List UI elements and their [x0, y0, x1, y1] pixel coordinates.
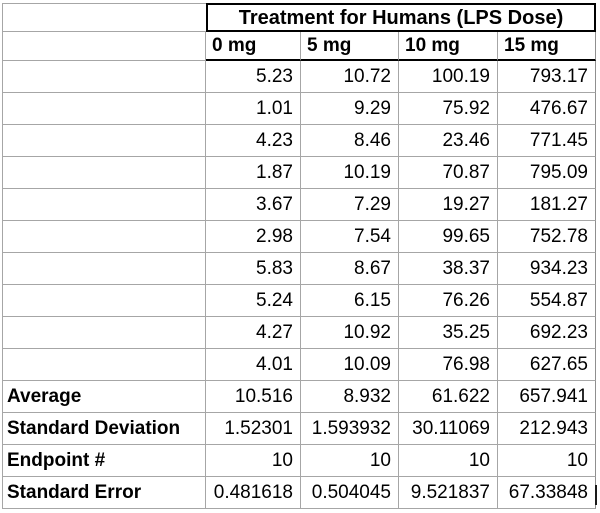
- empty-cell[interactable]: [3, 125, 206, 157]
- summary-cell[interactable]: 1.593932: [301, 413, 399, 445]
- data-cell[interactable]: 76.98: [399, 349, 498, 381]
- data-cell[interactable]: 4.27: [206, 317, 301, 349]
- empty-cell[interactable]: [3, 349, 206, 381]
- data-cell[interactable]: 8.67: [301, 253, 399, 285]
- data-cell[interactable]: 35.25: [399, 317, 498, 349]
- data-cell[interactable]: 10.09: [301, 349, 399, 381]
- dose-header-15mg[interactable]: 15 mg: [498, 32, 596, 61]
- empty-cell[interactable]: [3, 61, 206, 93]
- data-cell[interactable]: 9.29: [301, 93, 399, 125]
- data-cell[interactable]: 692.23: [498, 317, 596, 349]
- summary-cell[interactable]: 9.521837: [399, 477, 498, 509]
- empty-cell[interactable]: [3, 3, 206, 32]
- empty-cell[interactable]: [3, 157, 206, 189]
- empty-cell[interactable]: [3, 221, 206, 253]
- summary-cell[interactable]: 67.33848: [498, 477, 596, 509]
- data-cell[interactable]: 934.23: [498, 253, 596, 285]
- dose-header-5mg[interactable]: 5 mg: [301, 32, 399, 61]
- summary-cell[interactable]: 10: [206, 445, 301, 477]
- summary-cell[interactable]: 30.11069: [399, 413, 498, 445]
- data-cell[interactable]: 7.54: [301, 221, 399, 253]
- data-cell[interactable]: 6.15: [301, 285, 399, 317]
- table-title-cell[interactable]: Treatment for Humans (LPS Dose): [206, 3, 596, 32]
- data-cell[interactable]: 1.01: [206, 93, 301, 125]
- data-cell[interactable]: 23.46: [399, 125, 498, 157]
- empty-cell[interactable]: [3, 32, 206, 61]
- data-cell[interactable]: 2.98: [206, 221, 301, 253]
- data-cell[interactable]: 1.87: [206, 157, 301, 189]
- data-cell[interactable]: 181.27: [498, 189, 596, 221]
- summary-cell[interactable]: 10: [301, 445, 399, 477]
- data-cell[interactable]: 771.45: [498, 125, 596, 157]
- data-cell[interactable]: 19.27: [399, 189, 498, 221]
- summary-cell[interactable]: 0.504045: [301, 477, 399, 509]
- empty-cell[interactable]: [3, 253, 206, 285]
- data-cell[interactable]: 793.17: [498, 61, 596, 93]
- dose-table: Treatment for Humans (LPS Dose) 0 mg 5 m…: [2, 3, 597, 509]
- data-cell[interactable]: 627.65: [498, 349, 596, 381]
- dose-header-10mg[interactable]: 10 mg: [399, 32, 498, 61]
- row-label-standard-error[interactable]: Standard Error: [3, 477, 206, 509]
- summary-cell[interactable]: 8.932: [301, 381, 399, 413]
- data-cell[interactable]: 4.23: [206, 125, 301, 157]
- data-cell[interactable]: 99.65: [399, 221, 498, 253]
- data-cell[interactable]: 38.37: [399, 253, 498, 285]
- data-cell[interactable]: 100.19: [399, 61, 498, 93]
- cursor-artifact: [595, 485, 597, 505]
- data-cell[interactable]: 10.92: [301, 317, 399, 349]
- data-cell[interactable]: 752.78: [498, 221, 596, 253]
- row-label-average[interactable]: Average: [3, 381, 206, 413]
- data-cell[interactable]: 554.87: [498, 285, 596, 317]
- data-cell[interactable]: 5.24: [206, 285, 301, 317]
- data-cell[interactable]: 476.67: [498, 93, 596, 125]
- summary-cell[interactable]: 61.622: [399, 381, 498, 413]
- data-cell[interactable]: 5.83: [206, 253, 301, 285]
- data-cell[interactable]: 3.67: [206, 189, 301, 221]
- summary-cell[interactable]: 0.481618: [206, 477, 301, 509]
- row-label-standard-deviation[interactable]: Standard Deviation: [3, 413, 206, 445]
- summary-cell[interactable]: 657.941: [498, 381, 596, 413]
- empty-cell[interactable]: [3, 317, 206, 349]
- data-cell[interactable]: 4.01: [206, 349, 301, 381]
- data-cell[interactable]: 7.29: [301, 189, 399, 221]
- dose-header-0mg[interactable]: 0 mg: [206, 32, 301, 61]
- summary-cell[interactable]: 10: [498, 445, 596, 477]
- empty-cell[interactable]: [3, 189, 206, 221]
- summary-cell[interactable]: 10: [399, 445, 498, 477]
- data-cell[interactable]: 795.09: [498, 157, 596, 189]
- data-cell[interactable]: 76.26: [399, 285, 498, 317]
- empty-cell[interactable]: [3, 93, 206, 125]
- empty-cell[interactable]: [3, 285, 206, 317]
- data-cell[interactable]: 70.87: [399, 157, 498, 189]
- data-cell[interactable]: 10.72: [301, 61, 399, 93]
- data-cell[interactable]: 75.92: [399, 93, 498, 125]
- summary-cell[interactable]: 1.52301: [206, 413, 301, 445]
- data-cell[interactable]: 8.46: [301, 125, 399, 157]
- summary-cell[interactable]: 212.943: [498, 413, 596, 445]
- row-label-endpoint-count[interactable]: Endpoint #: [3, 445, 206, 477]
- data-cell[interactable]: 5.23: [206, 61, 301, 93]
- data-cell[interactable]: 10.19: [301, 157, 399, 189]
- summary-cell[interactable]: 10.516: [206, 381, 301, 413]
